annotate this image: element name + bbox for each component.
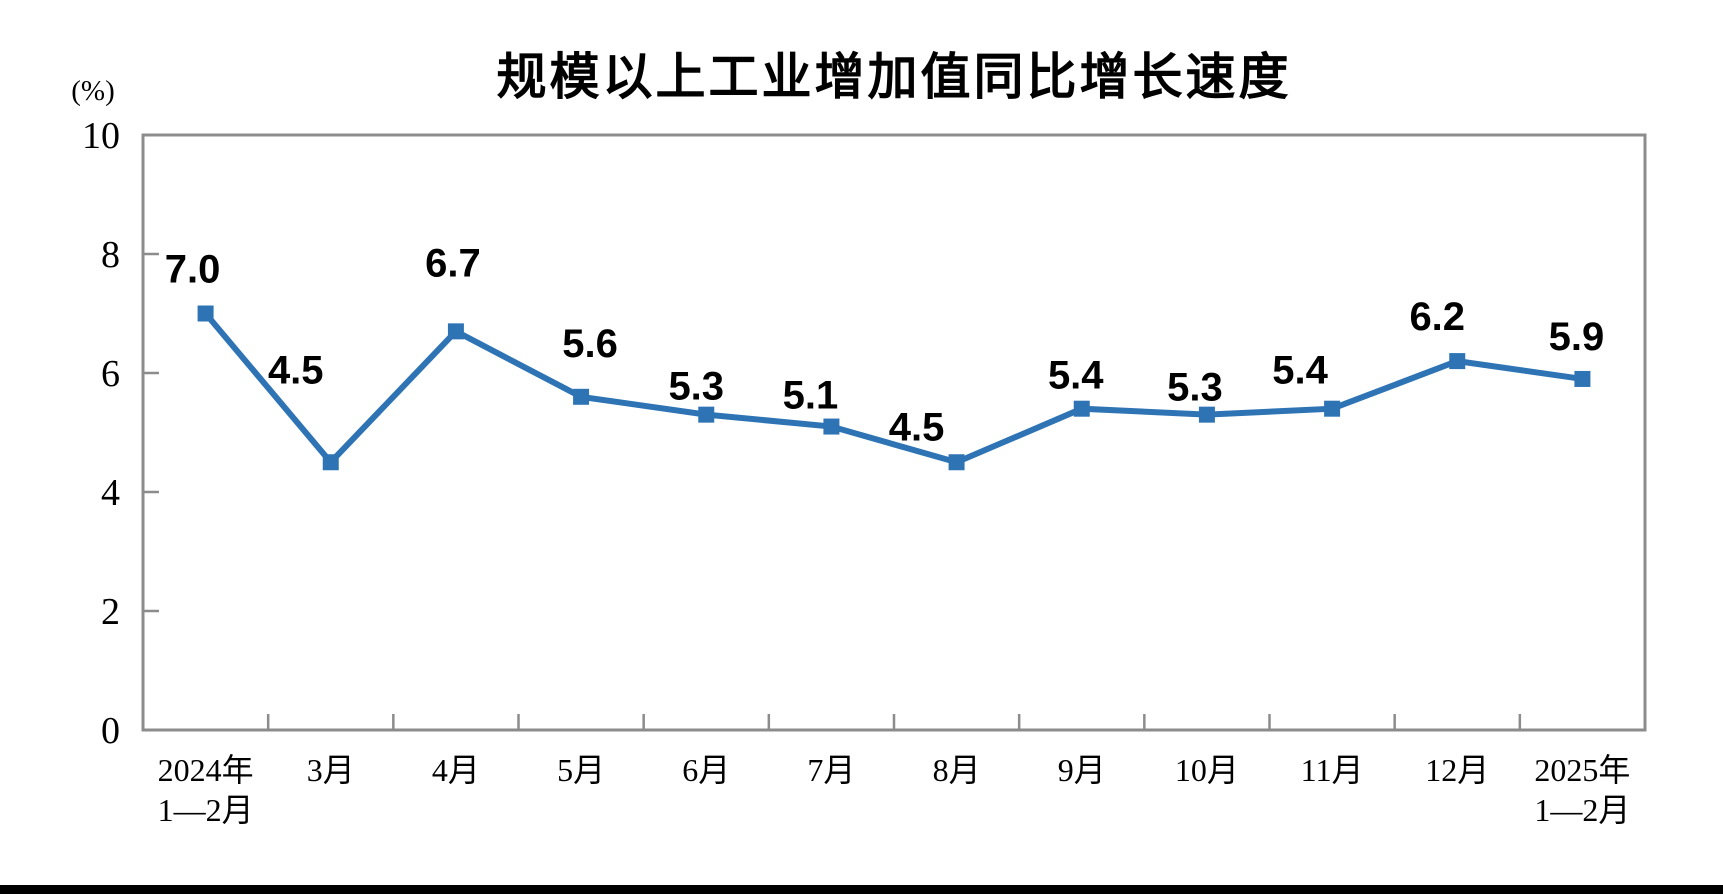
data-point-label: 6.2: [1409, 295, 1465, 339]
data-point-label: 5.4: [1048, 354, 1104, 398]
data-point-marker: [573, 388, 590, 405]
y-axis-tick-label: 10: [82, 115, 120, 157]
data-point-marker: [1574, 370, 1591, 387]
x-axis-category-label: 12月: [1425, 752, 1489, 788]
x-axis-category-label: 2024年: [158, 752, 254, 788]
y-axis-tick-label: 6: [101, 353, 120, 395]
data-point-label: 5.9: [1549, 315, 1605, 359]
x-axis-category-label: 9月: [1058, 752, 1106, 788]
y-axis-tick-label: 4: [101, 472, 120, 514]
data-point-marker: [1073, 400, 1090, 417]
x-axis-category-label: 10月: [1175, 752, 1239, 788]
data-point-marker: [698, 406, 715, 423]
x-axis-category-label: 1—2月: [158, 792, 254, 828]
data-point-label: 5.6: [562, 322, 618, 366]
x-axis-category-label: 11月: [1301, 752, 1364, 788]
y-axis-tick-label: 2: [101, 591, 120, 633]
data-point-marker: [1198, 406, 1215, 423]
data-point-marker: [197, 305, 214, 322]
x-axis-category-label: 8月: [933, 752, 981, 788]
series-line: [203, 311, 1583, 467]
data-point-marker: [322, 454, 339, 471]
data-point-label: 7.0: [165, 248, 221, 292]
data-point-label: 5.3: [1167, 366, 1223, 410]
data-point-label: 5.3: [668, 365, 724, 409]
data-point-marker: [1449, 353, 1466, 370]
data-point-label: 4.5: [889, 405, 945, 449]
x-axis-category-label: 1—2月: [1534, 792, 1630, 828]
x-axis-category-label: 2025年: [1534, 752, 1630, 788]
data-point-marker: [823, 418, 840, 435]
x-axis-category-label: 5月: [557, 752, 605, 788]
x-axis-category-label: 7月: [807, 752, 855, 788]
data-point-label: 5.1: [783, 374, 839, 418]
data-point-marker: [447, 323, 464, 340]
y-axis-tick-label: 8: [101, 234, 120, 276]
data-point-label: 6.7: [425, 241, 481, 285]
data-point-marker: [1324, 400, 1341, 417]
bottom-black-bar: [0, 885, 1723, 894]
data-point-label: 4.5: [268, 348, 324, 392]
x-axis-category-label: 4月: [432, 752, 480, 788]
data-point-label: 5.4: [1272, 349, 1328, 393]
y-axis-tick-label: 0: [101, 710, 120, 752]
x-axis-category-label: 3月: [307, 752, 355, 788]
y-axis-unit-label: (%): [71, 75, 114, 107]
chart-title: 规模以上工业增加值同比增长速度: [496, 49, 1292, 105]
data-point-marker: [948, 454, 965, 471]
x-axis-category-label: 6月: [682, 752, 730, 788]
